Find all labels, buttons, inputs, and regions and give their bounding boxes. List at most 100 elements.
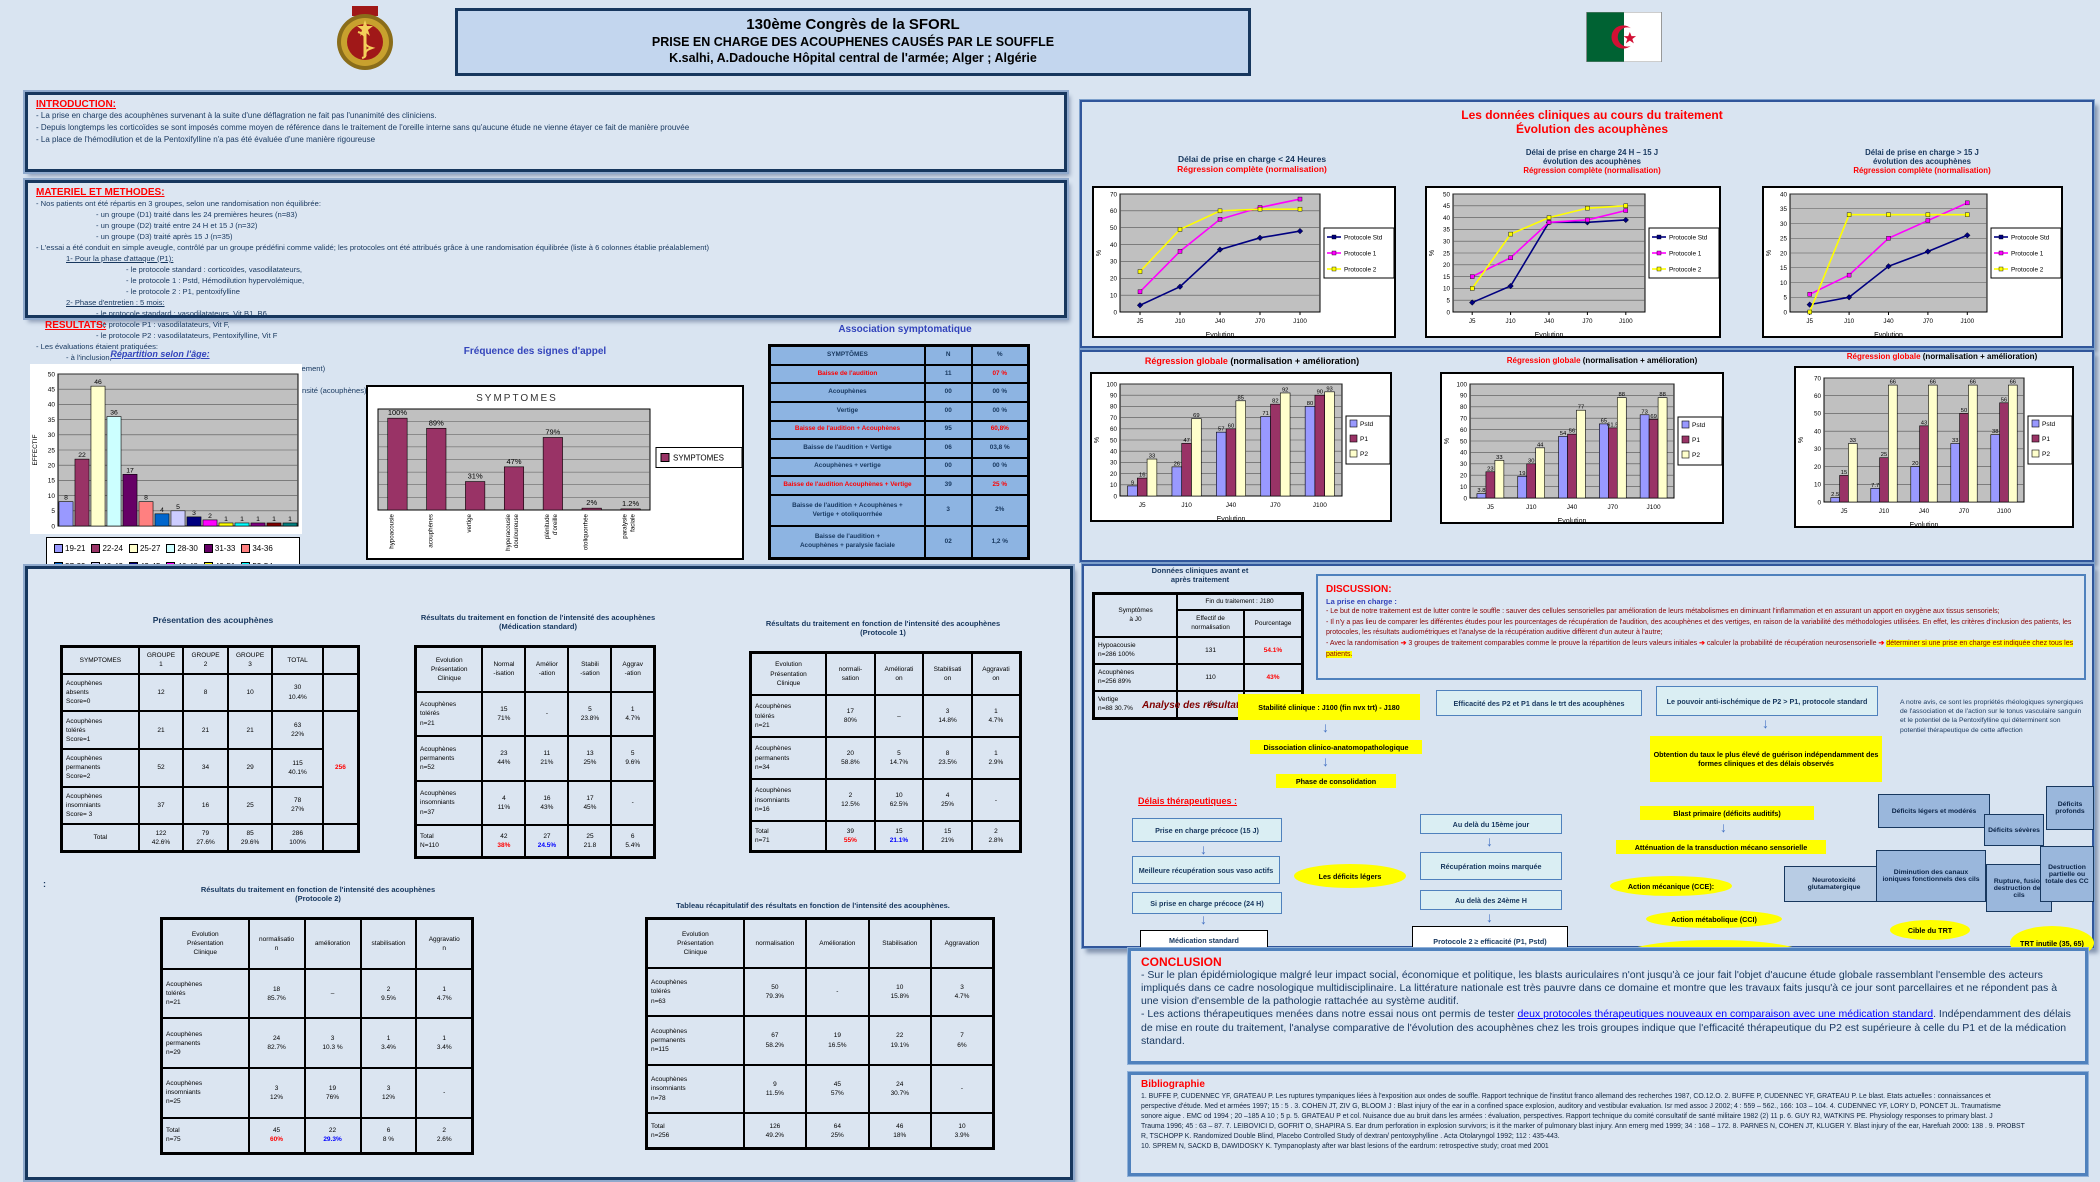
svg-text:19: 19 (1519, 471, 1525, 477)
table-cell: Acouphènes insomniants n=25 (160, 1066, 250, 1119)
table-cell: 45 57% (805, 1063, 870, 1115)
biblio-line: 10. SPREM N, SACKD B, DAWIDOSKY K. Tympa… (1141, 1143, 1549, 1150)
table-cell: 6 5.4% (610, 824, 656, 859)
table-cell: Acouphènes (768, 382, 926, 403)
svg-text:60: 60 (1110, 208, 1118, 215)
table-cell: Evolution Présentation Clinique (645, 917, 745, 969)
method-line: - Les évaluations étaient pratiquées: (36, 342, 159, 351)
flow-med-std: Médication standard (1140, 930, 1268, 950)
svg-text:50: 50 (48, 371, 56, 378)
svg-text:0: 0 (1446, 309, 1450, 316)
bar (1830, 497, 1840, 503)
svg-text:0: 0 (1463, 495, 1467, 502)
conclusion-p1: - Sur le plan épidémiologique malgré leu… (1141, 969, 2058, 1008)
table-cell: Acouphènes permanents n=52 (414, 735, 484, 782)
table-cell: GROUPE 3 (226, 645, 274, 675)
bar (620, 508, 641, 511)
arrow-down-icon: ↓ (1720, 819, 1727, 835)
svg-text:2: 2 (208, 513, 212, 520)
svg-text:0: 0 (1113, 493, 1117, 500)
svg-text:57: 57 (1218, 427, 1224, 433)
table-cell: Stabili -sation (567, 645, 613, 693)
svg-text:40: 40 (1110, 242, 1118, 249)
poster-title-box: 130ème Congrès de la SFORL PRISE EN CHAR… (455, 8, 1251, 76)
table-cell: 14 (1176, 689, 1245, 720)
flow-attenuation: Atténuation de la transduction mécano se… (1616, 840, 1826, 854)
bc1-title: Régression globale (normalisation + amél… (1144, 356, 1360, 366)
table-cell: Baisse de l'audition (768, 363, 926, 385)
intro-line: - La prise en charge des acouphènes surv… (36, 111, 437, 120)
table-cell: 24 30.7% (867, 1063, 933, 1115)
table-cell: Acouphènes tolérés n=21 (749, 694, 828, 739)
bar (1639, 414, 1650, 499)
bc2-title: Régression globale (normalisation + amél… (1506, 356, 1698, 365)
bar-chart-over15j: 0 10 20 30 40 50 60 70 J5 J10 J40 J70 J100 Evolution%… (1794, 366, 2074, 529)
bar (1304, 406, 1316, 497)
flow-consolidation: Phase de consolidation (1276, 774, 1396, 788)
table-cell: normali-sation (825, 651, 876, 697)
svg-text:Evolution: Evolution (1217, 516, 1246, 523)
table-cell: - (610, 779, 656, 827)
flow-precoce15: Prise en charge précoce (15 J) (1132, 818, 1282, 842)
proto1-table: Evolution Présentation Clinique normali-sat… (749, 651, 1022, 853)
svg-text:hyperacousie: hyperacousie (505, 513, 512, 550)
medstd-table: Evolution Présentation Clinique Normal -isat… (414, 645, 656, 859)
table-cell: Baisse de l'audition + Vertige (768, 438, 926, 459)
table-cell: 286 100% (271, 823, 324, 853)
table-cell: 10 (226, 672, 274, 713)
flow-deficits-legers-moderes: Déficits légers et modérés (1878, 794, 1990, 828)
svg-text:%: % (1798, 437, 1805, 443)
svg-text:J70: J70 (1582, 318, 1593, 325)
svg-text:30: 30 (1528, 458, 1534, 464)
svg-text:P2: P2 (1692, 452, 1700, 459)
svg-text:4: 4 (160, 507, 164, 514)
svg-text:2%: 2% (586, 498, 597, 507)
svg-text:10: 10 (1110, 482, 1118, 489)
bibliography-box: Bibliographie 1. BUFFE P, CUDENNEC YF, G… (1128, 1072, 2088, 1176)
svg-text:47: 47 (1183, 438, 1189, 444)
flow-audela24: Au delà des 24ème H (1420, 890, 1562, 910)
svg-text:33: 33 (1496, 455, 1502, 461)
bar (282, 522, 298, 527)
bar (266, 522, 282, 527)
legend-item: 19-21 (54, 544, 85, 553)
svg-text:85: 85 (1238, 395, 1244, 401)
svg-text:40: 40 (1780, 191, 1788, 198)
svg-text:1: 1 (272, 516, 276, 523)
table-cell: - (805, 966, 870, 1018)
legend-item: 28-30 (166, 544, 198, 553)
bar (1567, 433, 1577, 499)
table-cell: Baisse de l'audition + Acouphènes + paral… (768, 525, 926, 560)
congress-title: 130ème Congrès de la SFORL (746, 16, 960, 33)
arrow-right-icon: ➔ (1878, 640, 1885, 648)
table-cell: 19 16.5% (805, 1015, 870, 1066)
svg-text:30: 30 (48, 432, 56, 439)
svg-text:82: 82 (1272, 399, 1278, 405)
svg-text:56: 56 (2001, 397, 2007, 403)
flow-deficits-legers: Les déficits légers (1294, 864, 1406, 888)
bar (1928, 384, 1938, 503)
svg-text:45: 45 (48, 387, 56, 394)
table-cell: 1 4.7% (970, 694, 1022, 739)
svg-text:70: 70 (1110, 415, 1118, 422)
table-cell: 45 60% (247, 1116, 306, 1155)
methods-title: MATERIEL ET METHODES: (36, 187, 165, 198)
method-line: - Nos patients ont été répartis en 3 gro… (36, 199, 321, 208)
bibliography-title: Bibliographie (1141, 1079, 1205, 1090)
method-line: - le protocole P1 : vasodilatateurs, Vit… (96, 320, 230, 329)
method-line: - un groupe (D2) traité entre 24 H et 15… (96, 221, 258, 230)
svg-text:25: 25 (1443, 250, 1451, 257)
bar (1990, 434, 2000, 503)
bar (581, 507, 602, 511)
method-line: - un groupe (D1) traité dans les 24 prem… (96, 210, 298, 219)
bar (1485, 471, 1496, 499)
methods-panel: MATERIEL ET METHODES: - Nos patients ont… (25, 180, 1067, 406)
table-cell: 78 27% (271, 785, 324, 826)
svg-text:80: 80 (1307, 401, 1313, 407)
analysis-label: Analyse des résultats (1142, 700, 1245, 711)
bar (1576, 409, 1586, 499)
svg-text:10: 10 (1780, 280, 1788, 287)
table-cell: 7 6% (930, 1015, 995, 1066)
